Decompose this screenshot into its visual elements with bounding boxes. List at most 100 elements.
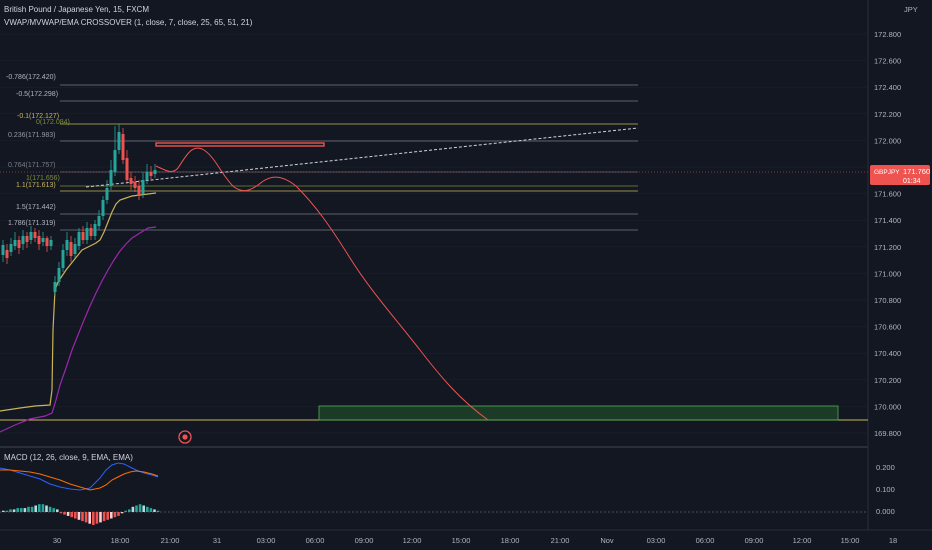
fib-label-15: 1.5(171.442): [16, 204, 56, 211]
candle-body: [77, 232, 81, 246]
signal-line[interactable]: [0, 469, 159, 491]
candle-body: [145, 172, 149, 180]
candle-body: [113, 150, 117, 172]
fib-retracement[interactable]: -0.786(172.420) -0.5(172.298) -0.1(172.1…: [6, 74, 638, 231]
time-tick-label: 09:00: [745, 536, 764, 545]
candle-body: [53, 282, 57, 292]
candle-body: [13, 240, 17, 246]
fib-label-1786: 1.786(171.319): [8, 220, 55, 227]
macd-hist-bar: [138, 504, 142, 512]
candle-body: [137, 186, 141, 196]
macd-hist-bar: [12, 509, 16, 512]
time-tick-label: 21:00: [551, 536, 570, 545]
macd-hist-bar: [56, 509, 59, 512]
candle-body: [101, 200, 105, 216]
price-badge: GBPJPY 171.760 01:34: [870, 165, 930, 185]
price-tick-label: 170.000: [874, 402, 901, 411]
candle-body: [69, 242, 73, 256]
fib-label-0: 0(172.084): [36, 119, 70, 126]
macd-hist-bar: [5, 510, 9, 512]
fib-label-n05: -0.5(172.298): [16, 91, 58, 98]
macd-hist-bar: [52, 508, 55, 512]
price-candles[interactable]: [1, 124, 157, 296]
macd-hist-bar: [128, 509, 131, 512]
macd-hist-bar: [66, 512, 70, 516]
macd-hist-bar: [34, 505, 37, 512]
fib-label-11: 1.1(171.613): [16, 182, 56, 189]
time-tick-label: 18:00: [111, 536, 130, 545]
macd-hist-bar: [30, 506, 34, 512]
macd-hist-bar: [16, 508, 19, 512]
macd-histogram[interactable]: [2, 504, 160, 525]
macd-hist-bar: [88, 512, 91, 524]
candle-body: [33, 232, 37, 238]
price-tick-label: 171.000: [874, 269, 901, 278]
fib-label-n0786: -0.786(172.420): [6, 74, 56, 81]
time-tick-label: 06:00: [696, 536, 715, 545]
candle-body: [57, 268, 61, 282]
indicator-title[interactable]: VWAP/MVWAP/EMA CROSSOVER (1, close, 7, c…: [4, 18, 253, 27]
time-axis[interactable]: 30 18:00 21:00 31 03:00 06:00 09:00 12:00 15:00 1…: [53, 536, 897, 545]
time-tick-label: 03:00: [257, 536, 276, 545]
target-zone[interactable]: [318, 405, 839, 421]
candle-body: [45, 238, 49, 246]
macd-hist-bar: [117, 512, 120, 516]
candle-body: [1, 245, 5, 255]
price-tick-label: 172.800: [874, 30, 901, 39]
vwap-line[interactable]: [0, 192, 157, 412]
candle-body: [81, 232, 85, 240]
macd-hist-bar: [149, 508, 153, 512]
candle-body: [73, 244, 77, 254]
price-tick-label: 170.400: [874, 349, 901, 358]
candle-body: [65, 240, 69, 250]
macd-hist-bar: [77, 512, 81, 520]
candle-body: [125, 158, 129, 180]
macd-axis[interactable]: 0.200 0.100 0.000: [876, 463, 895, 516]
price-tick-label: 171.400: [874, 216, 901, 225]
price-tick-label: 170.800: [874, 296, 901, 305]
time-tick-label: 31: [213, 536, 221, 545]
candle-body: [93, 224, 97, 236]
time-tick-label: 15:00: [452, 536, 471, 545]
candle-body: [149, 172, 153, 176]
macd-hist-bar: [95, 512, 99, 524]
candle-body: [17, 240, 21, 248]
macd-hist-bar: [102, 512, 106, 522]
badge-timer: 01:34: [903, 178, 921, 185]
time-tick-label: 18:00: [501, 536, 520, 545]
candle-body: [129, 178, 133, 184]
resistance-zone[interactable]: [155, 142, 325, 147]
macd-hist-bar: [38, 504, 41, 512]
projection-path[interactable]: [155, 147, 489, 421]
target-icon[interactable]: [178, 430, 192, 444]
macd-tick-label: 0.000: [876, 507, 895, 516]
macd-line[interactable]: [0, 462, 159, 491]
fib-label-0236: 0.236(171.983): [8, 132, 55, 139]
time-tick-label: 30: [53, 536, 61, 545]
trend-line[interactable]: [85, 127, 639, 188]
candle-body: [49, 240, 53, 246]
macd-hist-bar: [9, 509, 12, 512]
time-tick-label: 03:00: [647, 536, 666, 545]
macd-hist-bar: [153, 509, 156, 512]
candle-body: [105, 188, 109, 200]
macd-hist-bar: [63, 512, 66, 515]
ema-line[interactable]: [0, 226, 157, 433]
macd-hist-bar: [48, 506, 52, 512]
macd-hist-bar: [45, 505, 48, 512]
macd-hist-bar: [124, 510, 127, 512]
candle-body: [41, 238, 45, 242]
macd-hist-bar: [27, 506, 30, 512]
time-tick-label: Nov: [600, 536, 614, 545]
fib-label-n01: -0.1(172.127): [17, 113, 59, 120]
price-tick-label: 171.200: [874, 243, 901, 252]
macd-tick-label: 0.100: [876, 485, 895, 494]
macd-hist-bar: [142, 505, 145, 512]
candle-body: [133, 182, 137, 188]
macd-title[interactable]: MACD (12, 26, close, 9, EMA, EMA): [4, 453, 133, 462]
time-tick-label: 18: [889, 536, 897, 545]
candle-body: [109, 170, 113, 186]
symbol-title[interactable]: British Pound / Japanese Yen, 15, FXCM: [4, 5, 149, 14]
macd-hist-bar: [131, 506, 135, 512]
